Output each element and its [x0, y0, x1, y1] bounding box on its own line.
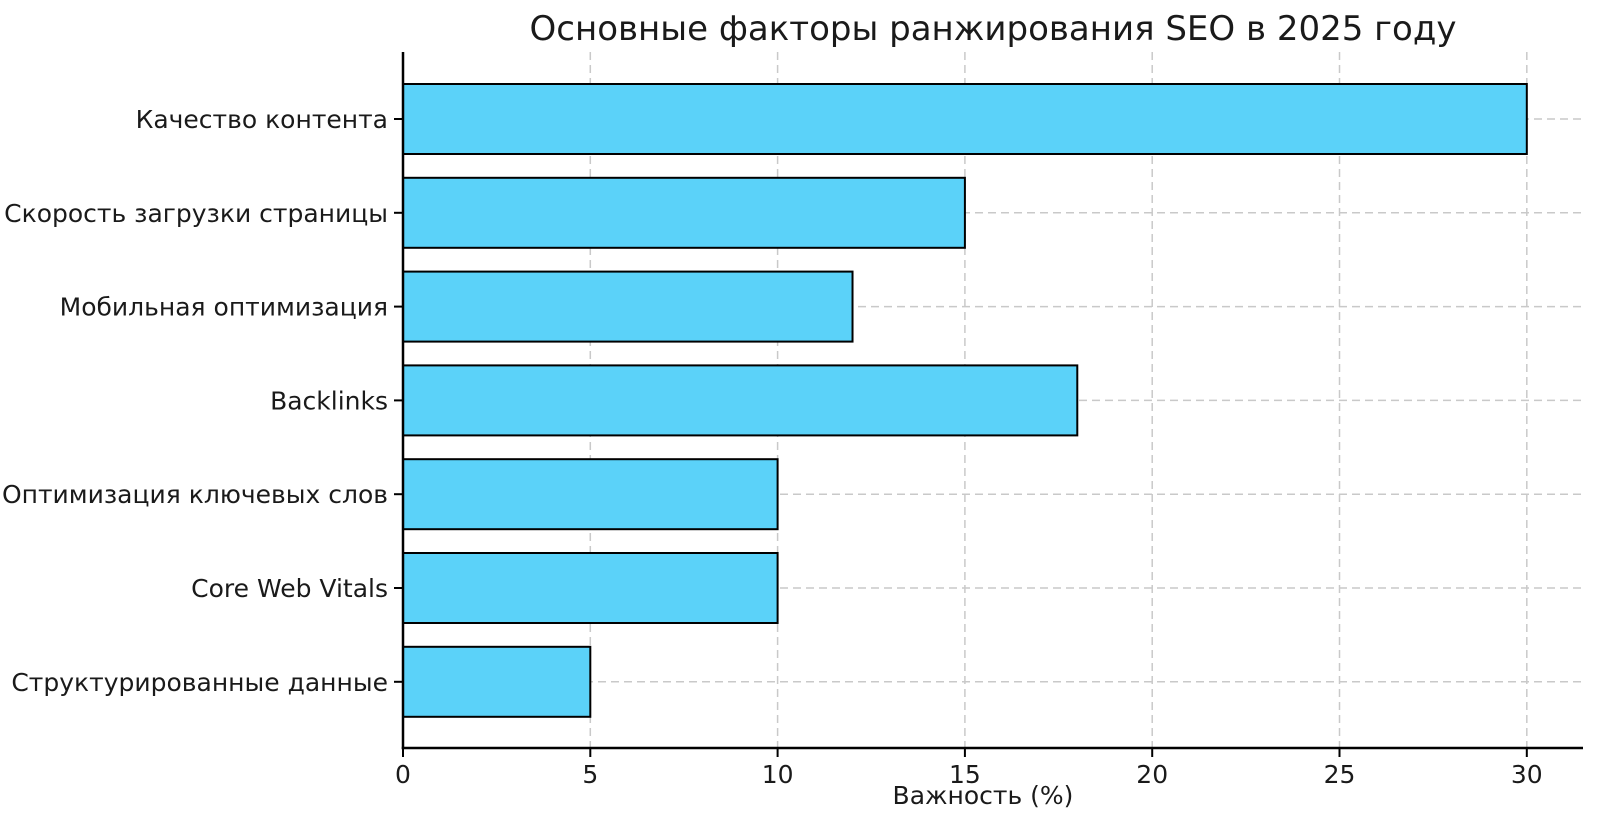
x-tick-label: 25 [1324, 760, 1356, 789]
y-category-label: Структурированные данные [11, 668, 388, 697]
y-category-label: Backlinks [270, 386, 388, 415]
y-category-label: Core Web Vitals [191, 574, 388, 603]
x-tick-label: 30 [1511, 760, 1543, 789]
bar [402, 364, 1079, 437]
y-category-labels: Качество контента Скорость загрузки стран… [2, 105, 388, 697]
y-category-label: Скорость загрузки страницы [4, 199, 388, 228]
bar [402, 552, 779, 624]
x-tick-label: 0 [395, 760, 411, 789]
x-tick-label: 10 [762, 760, 794, 789]
bar [402, 270, 854, 343]
y-category-label: Качество контента [136, 105, 388, 134]
bar [402, 176, 966, 249]
bar [402, 458, 779, 531]
bar [402, 645, 592, 718]
x-tick-label: 15 [949, 760, 981, 789]
bar [402, 83, 1528, 155]
x-tick-labels: 0 5 10 15 20 25 30 [395, 760, 1543, 789]
x-tick-label: 5 [582, 760, 598, 789]
y-category-label: Мобильная оптимизация [60, 293, 388, 322]
chart-title: Основные факторы ранжирования SEO в 2025… [530, 9, 1457, 49]
y-category-label: Оптимизация ключевых слов [2, 480, 388, 509]
x-tick-label: 20 [1136, 760, 1168, 789]
tick-marks [394, 118, 1528, 757]
x-axis-label: Важность (%) [893, 781, 1074, 810]
